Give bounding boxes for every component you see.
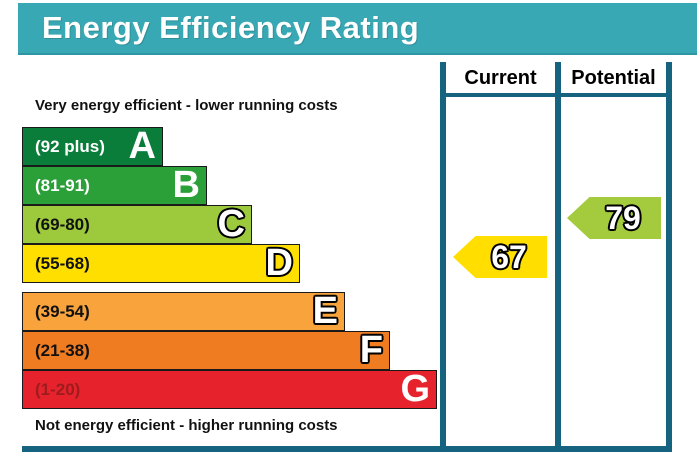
band-B: (81-91) B xyxy=(22,166,207,205)
band-A: (92 plus) A xyxy=(22,127,163,166)
band-F: (21-38) F xyxy=(22,331,390,370)
top-caption: Very energy efficient - lower running co… xyxy=(35,97,338,114)
current-column-header: Current xyxy=(464,67,537,89)
potential-column-header: Potential xyxy=(571,67,656,89)
potential-header-underline xyxy=(561,93,666,97)
band-letter: B xyxy=(172,164,200,206)
page-title: Energy Efficiency Rating xyxy=(42,10,420,45)
band-E: (39-54) E xyxy=(22,292,345,331)
band-range-label: (69-80) xyxy=(35,214,90,234)
band-letter: C xyxy=(217,203,245,245)
band-range-label: (55-68) xyxy=(35,253,90,273)
band-range-label: (81-91) xyxy=(35,175,90,195)
band-range-label: (39-54) xyxy=(35,301,90,321)
current-header-underline xyxy=(446,93,555,97)
current-rating-value: 67 xyxy=(491,239,527,275)
band-letter: A xyxy=(128,125,156,167)
bottom-caption: Not energy efficient - higher running co… xyxy=(35,417,338,434)
band-D: (55-68) D xyxy=(22,244,300,283)
band-letter: F xyxy=(359,329,383,371)
band-range-label: (92 plus) xyxy=(35,136,105,156)
potential-rating-pointer: 79 xyxy=(567,197,661,239)
band-G: (1-20) G xyxy=(22,370,437,409)
band-range-label: (21-38) xyxy=(35,340,90,360)
title-bar: Energy Efficiency Rating xyxy=(18,3,697,55)
column-divider-border xyxy=(555,62,561,452)
band-letter: E xyxy=(312,290,338,332)
current-rating-pointer: 67 xyxy=(453,236,547,278)
band-C: (69-80) C xyxy=(22,205,252,244)
band-letter: D xyxy=(265,242,293,284)
current-column-left-border xyxy=(440,62,446,452)
band-range-label: (1-20) xyxy=(35,379,81,399)
potential-column-right-border xyxy=(666,62,672,452)
chart-bottom-border xyxy=(22,446,672,452)
potential-rating-value: 79 xyxy=(605,200,641,236)
band-letter: G xyxy=(400,368,430,410)
